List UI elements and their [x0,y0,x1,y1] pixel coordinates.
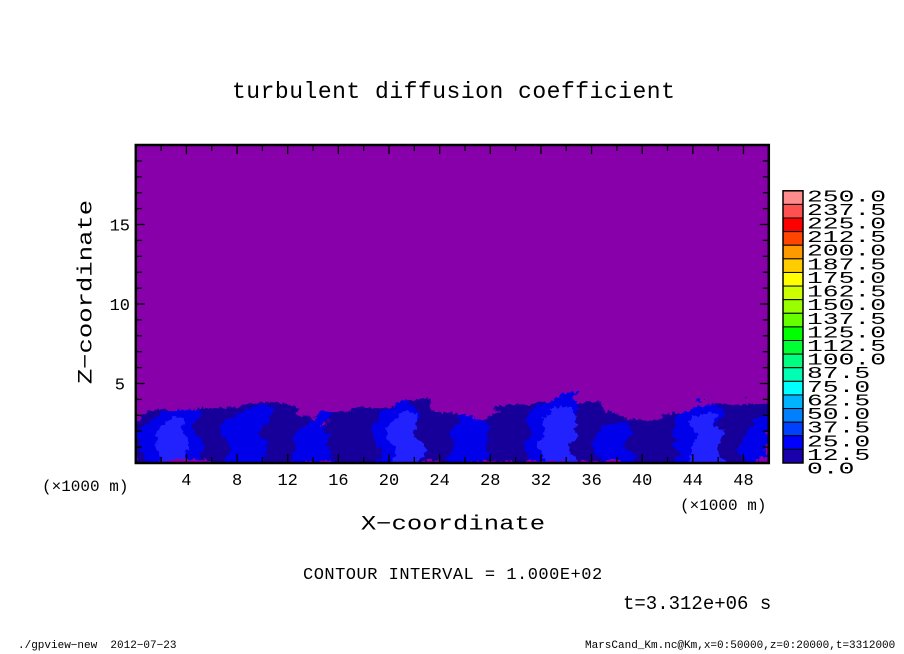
svg-text:20: 20 [379,472,399,491]
svg-text:8: 8 [232,472,242,491]
svg-text:40: 40 [632,472,652,491]
svg-text:4: 4 [181,472,191,491]
svg-text:28: 28 [480,472,500,491]
svg-text:16: 16 [328,472,348,491]
svg-text:5: 5 [115,377,125,396]
svg-text:15: 15 [110,218,130,237]
svg-text:12: 12 [277,472,297,491]
svg-text:10: 10 [110,297,130,316]
svg-text:44: 44 [683,472,703,491]
svg-text:0.0: 0.0 [807,460,854,479]
svg-text:32: 32 [531,472,551,491]
svg-text:24: 24 [429,472,449,491]
svg-text:36: 36 [581,472,601,491]
svg-text:48: 48 [733,472,753,491]
